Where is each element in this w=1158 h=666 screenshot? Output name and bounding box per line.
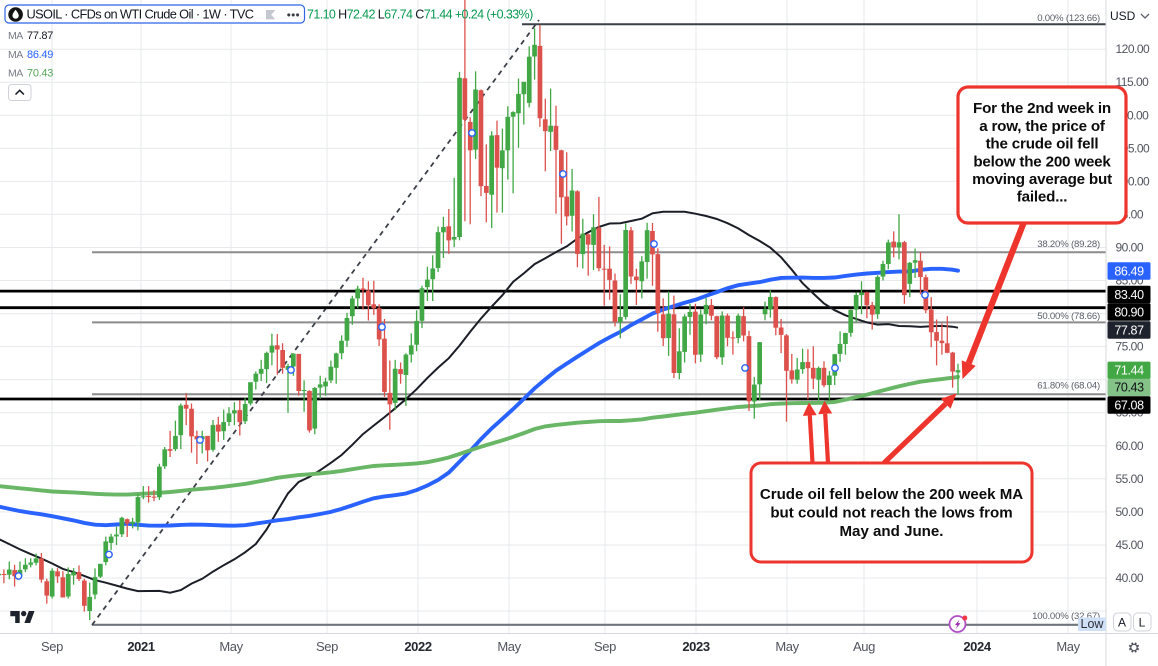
- svg-text:May: May: [497, 639, 521, 654]
- svg-text:A: A: [1118, 616, 1126, 630]
- svg-text:For the 2nd week in: For the 2nd week in: [973, 100, 1111, 117]
- svg-text:86.49: 86.49: [27, 49, 53, 61]
- svg-text:Crude oil fell below the 200 w: Crude oil fell below the 200 week MA: [760, 486, 1023, 503]
- svg-text:L: L: [1139, 616, 1146, 630]
- svg-text:71.44: 71.44: [1114, 364, 1144, 378]
- svg-text:May: May: [1056, 639, 1080, 654]
- svg-text:77.87: 77.87: [1114, 323, 1144, 337]
- svg-text:a row, the price of: a row, the price of: [979, 118, 1106, 135]
- svg-text:60.00: 60.00: [1116, 439, 1144, 453]
- svg-text:USD: USD: [1110, 9, 1136, 23]
- svg-text:55.00: 55.00: [1116, 472, 1144, 486]
- svg-text:70.43: 70.43: [27, 68, 53, 80]
- svg-text:100.00% (32.67): 100.00% (32.67): [1032, 611, 1100, 622]
- svg-text:MA: MA: [8, 30, 23, 42]
- svg-text:May: May: [219, 639, 243, 654]
- svg-text:USOIL · CFDs on WTI Crude Oil: USOIL · CFDs on WTI Crude Oil · 1W · TVC: [27, 7, 254, 22]
- svg-text:83.40: 83.40: [1114, 288, 1144, 302]
- svg-text:50.00: 50.00: [1116, 505, 1144, 519]
- svg-text:2021: 2021: [127, 639, 154, 654]
- svg-text:Aug: Aug: [853, 639, 875, 654]
- svg-text:MA: MA: [8, 49, 23, 61]
- svg-text:failed...: failed...: [1017, 189, 1068, 206]
- svg-text:90.00: 90.00: [1116, 241, 1144, 255]
- svg-text:50.00% (78.66): 50.00% (78.66): [1037, 311, 1100, 322]
- svg-text:0.00% (123.66): 0.00% (123.66): [1037, 13, 1100, 24]
- svg-text:45.00: 45.00: [1116, 538, 1144, 552]
- svg-text:MA: MA: [8, 68, 23, 80]
- svg-text:2024: 2024: [963, 639, 991, 654]
- svg-text:75.00: 75.00: [1116, 340, 1144, 354]
- svg-text:below the 200 week: below the 200 week: [973, 153, 1111, 170]
- svg-text:2023: 2023: [682, 639, 709, 654]
- svg-text:77.87: 77.87: [27, 30, 53, 42]
- svg-text:120.00: 120.00: [1116, 42, 1151, 56]
- svg-text:40.00: 40.00: [1116, 571, 1144, 585]
- svg-text:the crude oil fell: the crude oil fell: [986, 136, 1099, 153]
- svg-text:Sep: Sep: [316, 639, 338, 654]
- svg-text:May and June.: May and June.: [839, 523, 943, 540]
- svg-text:61.80% (68.04): 61.80% (68.04): [1037, 381, 1100, 392]
- svg-text:Sep: Sep: [594, 639, 616, 654]
- svg-text:71.10 H72.42 L67.74 C71.44 +0.: 71.10 H72.42 L67.74 C71.44 +0.24 (+0.33%…: [307, 8, 533, 22]
- svg-text:67.08: 67.08: [1114, 398, 1144, 412]
- svg-text:2022: 2022: [404, 639, 431, 654]
- svg-text:Sep: Sep: [41, 639, 63, 654]
- svg-text:70.43: 70.43: [1114, 381, 1144, 395]
- svg-text:38.20% (89.28): 38.20% (89.28): [1037, 239, 1100, 250]
- svg-text:80.90: 80.90: [1114, 305, 1144, 319]
- svg-text:115.00: 115.00: [1116, 75, 1150, 89]
- svg-text:May: May: [775, 639, 799, 654]
- svg-text:Low: Low: [1081, 617, 1105, 631]
- svg-text:but could not reach the lows f: but could not reach the lows from: [770, 504, 1012, 521]
- svg-text:moving average but: moving average but: [972, 171, 1112, 188]
- svg-text:86.49: 86.49: [1114, 264, 1144, 278]
